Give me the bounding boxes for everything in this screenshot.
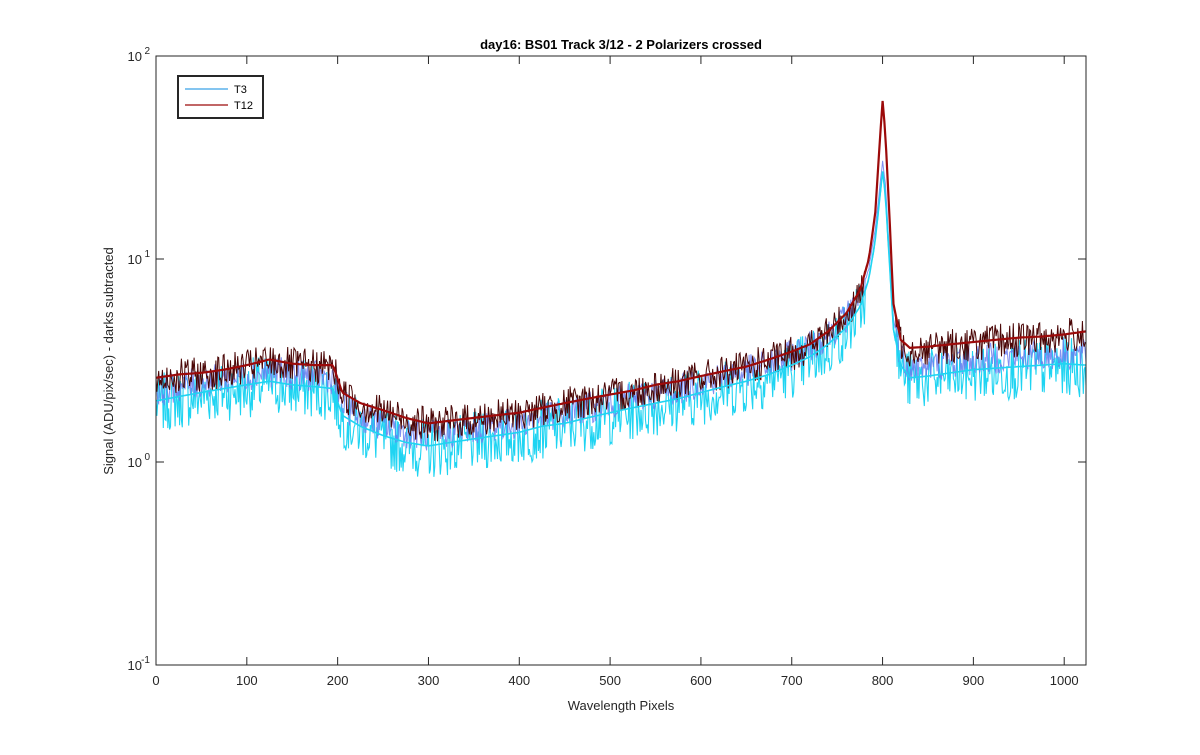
chart-title: day16: BS01 Track 3/12 - 2 Polarizers cr… bbox=[480, 37, 762, 52]
legend-label-t3: T3 bbox=[234, 84, 247, 96]
x-tick-label: 400 bbox=[508, 673, 530, 688]
y-tick-label: 10 bbox=[128, 252, 142, 267]
y-tick-exponent: 1 bbox=[144, 249, 150, 260]
legend-label-t12: T12 bbox=[234, 100, 253, 112]
y-tick-label: 10 bbox=[128, 49, 142, 64]
x-tick-label: 600 bbox=[690, 673, 712, 688]
x-tick-label: 0 bbox=[152, 673, 159, 688]
x-tick-label: 700 bbox=[781, 673, 803, 688]
y-axis-label: Signal (ADU/pix/sec) - darks subtracted bbox=[101, 247, 116, 475]
x-tick-label: 200 bbox=[327, 673, 349, 688]
y-tick-exponent: 2 bbox=[144, 46, 150, 57]
x-tick-label: 800 bbox=[872, 673, 894, 688]
y-tick-label: 10 bbox=[128, 658, 142, 673]
x-tick-label: 300 bbox=[418, 673, 440, 688]
legend: T3 T12 bbox=[178, 76, 263, 118]
x-tick-label: 900 bbox=[963, 673, 985, 688]
y-tick-exponent: -1 bbox=[141, 655, 150, 666]
y-tick-exponent: 0 bbox=[144, 452, 150, 463]
x-tick-label: 1000 bbox=[1050, 673, 1079, 688]
x-tick-label: 100 bbox=[236, 673, 258, 688]
y-tick-label: 10 bbox=[128, 455, 142, 470]
x-axis-label: Wavelength Pixels bbox=[568, 698, 675, 713]
x-tick-label: 500 bbox=[599, 673, 621, 688]
